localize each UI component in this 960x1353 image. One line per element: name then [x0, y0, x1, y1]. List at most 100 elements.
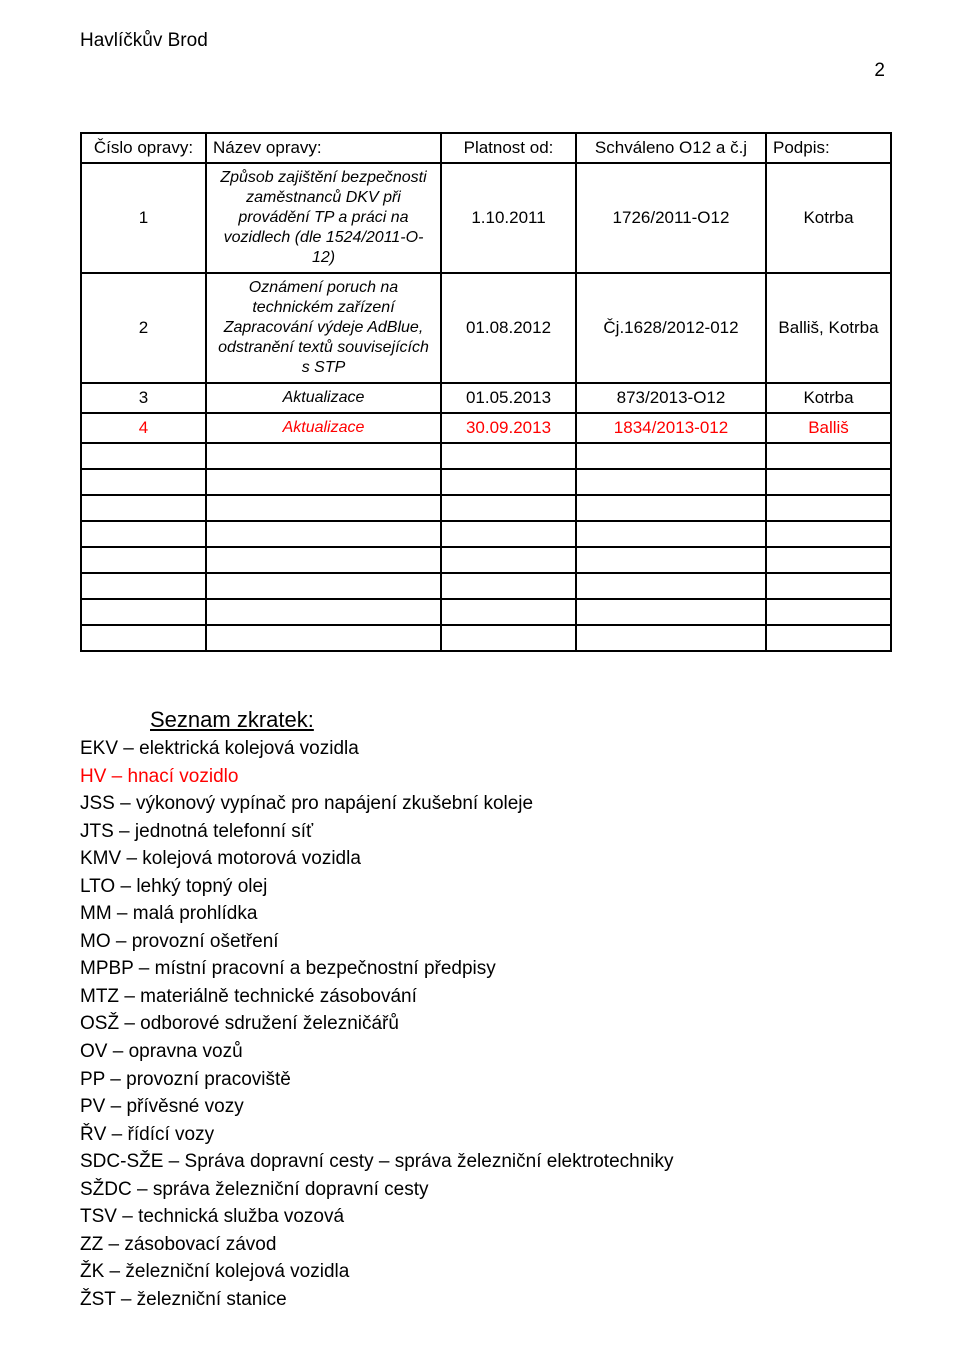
cell-empty	[576, 521, 766, 547]
cell-empty	[766, 521, 891, 547]
cell-date: 30.09.2013	[441, 413, 576, 443]
col-header-date: Platnost od:	[441, 133, 576, 163]
table-row-empty	[81, 521, 891, 547]
cell-desc: Oznámení poruch na technickém zařízení Z…	[206, 273, 441, 383]
abbrev-item: MO – provozní ošetření	[80, 928, 890, 956]
cell-empty	[81, 469, 206, 495]
cell-empty	[81, 625, 206, 651]
cell-empty	[441, 495, 576, 521]
cell-empty	[766, 469, 891, 495]
cell-empty	[81, 443, 206, 469]
cell-empty	[81, 495, 206, 521]
abbrev-list: EKV – elektrická kolejová vozidlaHV – hn…	[80, 735, 890, 1313]
abbrev-item: EKV – elektrická kolejová vozidla	[80, 735, 890, 763]
abbrev-item: OV – opravna vozů	[80, 1038, 890, 1066]
cell-empty	[206, 521, 441, 547]
col-header-approved: Schváleno O12 a č.j	[576, 133, 766, 163]
abbrev-item: PV – přívěsné vozy	[80, 1093, 890, 1121]
cell-empty	[576, 443, 766, 469]
cell-empty	[576, 625, 766, 651]
cell-empty	[441, 599, 576, 625]
cell-empty	[441, 469, 576, 495]
cell-empty	[576, 547, 766, 573]
cell-empty	[206, 599, 441, 625]
cell-date: 01.05.2013	[441, 383, 576, 413]
abbrev-item: SŽDC – správa železniční dopravní cesty	[80, 1176, 890, 1204]
abbrev-item: SDC-SŽE – Správa dopravní cesty – správa…	[80, 1148, 890, 1176]
header-title: Havlíčkův Brod	[80, 30, 890, 52]
cell-signature: Balliš, Kotrba	[766, 273, 891, 383]
table-row-empty	[81, 469, 891, 495]
abbrev-item: JSS – výkonový vypínač pro napájení zkuš…	[80, 790, 890, 818]
cell-empty	[206, 625, 441, 651]
corrections-table: Číslo opravy: Název opravy: Platnost od:…	[80, 132, 892, 652]
cell-desc: Způsob zajištění bezpečnosti zaměstnanců…	[206, 163, 441, 273]
cell-approved: 873/2013-O12	[576, 383, 766, 413]
cell-desc: Aktualizace	[206, 413, 441, 443]
cell-empty	[766, 443, 891, 469]
cell-empty	[206, 469, 441, 495]
col-header-name: Název opravy:	[206, 133, 441, 163]
table-row: 2Oznámení poruch na technickém zařízení …	[81, 273, 891, 383]
cell-number: 2	[81, 273, 206, 383]
abbrev-item: MPBP – místní pracovní a bezpečnostní př…	[80, 955, 890, 983]
cell-empty	[766, 573, 891, 599]
cell-signature: Balliš	[766, 413, 891, 443]
cell-empty	[441, 443, 576, 469]
cell-empty	[206, 573, 441, 599]
abbrev-item: KMV – kolejová motorová vozidla	[80, 845, 890, 873]
table-header-row: Číslo opravy: Název opravy: Platnost od:…	[81, 133, 891, 163]
cell-number: 3	[81, 383, 206, 413]
abbrev-item: HV – hnací vozidlo	[80, 763, 890, 791]
cell-empty	[576, 599, 766, 625]
cell-empty	[81, 521, 206, 547]
cell-empty	[766, 625, 891, 651]
cell-signature: Kotrba	[766, 163, 891, 273]
abbrev-item: ŽST – železniční stanice	[80, 1286, 890, 1314]
abbrev-section-title: Seznam zkratek:	[150, 707, 890, 733]
abbrev-item: ZZ – zásobovací závod	[80, 1231, 890, 1259]
cell-number: 1	[81, 163, 206, 273]
cell-empty	[206, 495, 441, 521]
abbrev-item: ŘV – řídící vozy	[80, 1121, 890, 1149]
table-row-empty	[81, 599, 891, 625]
page: Havlíčkův Brod 2 Číslo opravy: Název opr…	[0, 0, 960, 1353]
cell-signature: Kotrba	[766, 383, 891, 413]
abbrev-item: LTO – lehký topný olej	[80, 873, 890, 901]
cell-empty	[441, 625, 576, 651]
cell-empty	[81, 547, 206, 573]
cell-date: 01.08.2012	[441, 273, 576, 383]
cell-empty	[766, 547, 891, 573]
table-row: 1Způsob zajištění bezpečnosti zaměstnanc…	[81, 163, 891, 273]
cell-empty	[576, 573, 766, 599]
cell-empty	[576, 495, 766, 521]
abbrev-item: MM – malá prohlídka	[80, 900, 890, 928]
cell-empty	[441, 573, 576, 599]
cell-empty	[81, 599, 206, 625]
table-row-empty	[81, 625, 891, 651]
abbrev-item: PP – provozní pracoviště	[80, 1066, 890, 1094]
abbrev-item: OSŽ – odborové sdružení železničářů	[80, 1010, 890, 1038]
table-row: 3Aktualizace01.05.2013873/2013-O12Kotrba	[81, 383, 891, 413]
cell-desc: Aktualizace	[206, 383, 441, 413]
abbrev-item: ŽK – železniční kolejová vozidla	[80, 1258, 890, 1286]
table-row-empty	[81, 495, 891, 521]
col-header-signature: Podpis:	[766, 133, 891, 163]
abbrev-item: TSV – technická služba vozová	[80, 1203, 890, 1231]
cell-empty	[766, 495, 891, 521]
abbrev-item: MTZ – materiálně technické zásobování	[80, 983, 890, 1011]
table-row-empty	[81, 573, 891, 599]
page-number: 2	[874, 60, 885, 82]
cell-approved: 1726/2011-O12	[576, 163, 766, 273]
cell-number: 4	[81, 413, 206, 443]
cell-empty	[206, 547, 441, 573]
cell-date: 1.10.2011	[441, 163, 576, 273]
abbrev-item: JTS – jednotná telefonní síť	[80, 818, 890, 846]
cell-empty	[576, 469, 766, 495]
col-header-number: Číslo opravy:	[81, 133, 206, 163]
table-row-empty	[81, 443, 891, 469]
table-row: 4Aktualizace30.09.20131834/2013-012Balli…	[81, 413, 891, 443]
table-row-empty	[81, 547, 891, 573]
cell-approved: Čj.1628/2012-012	[576, 273, 766, 383]
cell-approved: 1834/2013-012	[576, 413, 766, 443]
